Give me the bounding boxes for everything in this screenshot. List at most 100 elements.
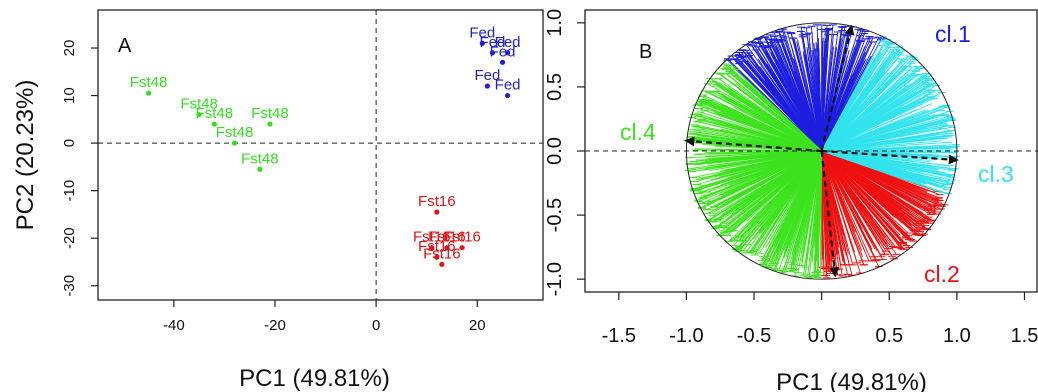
- panel-b-cluster-label-cl1: cl.1: [935, 21, 971, 47]
- panel-b-variable-ray: [711, 139, 822, 152]
- panel-b-variable-ray: [821, 150, 912, 221]
- panel-b-variable-ray: [821, 115, 950, 152]
- panel-b-variable-ray: [712, 150, 822, 176]
- panel-b-variable-ray: [693, 150, 822, 191]
- panel-b-variable-ray: [702, 150, 822, 199]
- panel-b-variable-ray: [821, 59, 915, 152]
- panel-a-point-fed: [505, 92, 511, 99]
- panel-a-point-label-fst16: Fst16: [443, 229, 481, 246]
- panel-a-letter: A: [118, 35, 132, 57]
- panel-a-point-label-fed: Fed: [469, 24, 495, 41]
- panel-b-variable-ray: [821, 150, 909, 234]
- panel-a-x-axis-title: PC1 (49.81%): [239, 365, 390, 392]
- panel-b-variable-ray: [821, 66, 903, 152]
- panel-b-centroid-arrow-cl4: [684, 136, 822, 153]
- panel-b-variable-ray: [806, 150, 823, 264]
- panel-a-point-label-fed: Fed: [495, 34, 521, 51]
- panel-b-variable-ray: [821, 34, 846, 152]
- panel-a-point-fed: [489, 50, 496, 56]
- panel-b-variable-ray: [821, 150, 927, 202]
- panel-b-y-tick-label: 1.0: [544, 9, 566, 37]
- panel-b-centroid-arrow-cl2: [820, 150, 840, 278]
- panel-b-y-tick-label: -1.0: [544, 262, 566, 296]
- panel-a-point-fst16: [434, 254, 440, 260]
- panel-a-point-fst16: [444, 245, 450, 251]
- panel-a-point-fst16: [429, 245, 435, 251]
- panel-b-variable-ray: [723, 150, 822, 224]
- panel-b-cluster-label-cl4: cl.4: [620, 119, 656, 145]
- panel-a-point-label-fst48: Fst48: [241, 150, 279, 167]
- panel-a-y-tick-label: 20: [61, 40, 78, 57]
- panel-b-variable-ray: [758, 37, 823, 152]
- panel-b-variable-ray: [821, 26, 843, 152]
- panel-a-y-tick-label: 10: [61, 87, 78, 104]
- panel-a-point-label-fed: Fed: [480, 34, 506, 51]
- panel-b-variable-ray: [821, 150, 940, 172]
- panel-a-point-label-fst48: Fst48: [251, 105, 289, 122]
- panel-a-point-fed: [505, 50, 511, 56]
- panel-b-variable-ray: [821, 103, 932, 152]
- panel-b-variable-ray: [821, 134, 948, 152]
- panel-b-y-tick-label: 0.5: [544, 73, 566, 101]
- panel-b-variable-ray: [725, 73, 822, 152]
- panel-a-point-label-fst16: Fst16: [418, 238, 456, 255]
- panel-b-variable-ray: [821, 150, 899, 194]
- panel-b-variable-ray: [718, 150, 822, 222]
- panel-b-y-tick-label: 0.0: [544, 137, 566, 165]
- panel-b-variable-ray: [821, 147, 935, 152]
- panel-a-point-fst48: [257, 166, 263, 172]
- panel-b-variable-ray: [710, 150, 822, 203]
- panel-b-variable-ray: [713, 81, 822, 152]
- panel-b-x-tick-label: -1.5: [602, 325, 636, 347]
- panel-b-variable-ray: [727, 65, 822, 152]
- panel-b-variable-ray: [821, 58, 867, 152]
- panel-b-variable-ray: [821, 150, 881, 243]
- panel-b-variable-ray: [821, 150, 890, 249]
- panel-b-variable-ray: [821, 150, 846, 265]
- panel-b-variable-ray: [821, 109, 941, 152]
- panel-a-point-label-fst48: Fst48: [196, 105, 234, 122]
- panel-b-variable-ray: [821, 98, 927, 152]
- panel-a-point-fst48: [211, 121, 217, 127]
- panel-b-variable-ray: [821, 109, 926, 152]
- panel-b-variable-ray: [821, 40, 826, 152]
- panel-b-variable-ray: [821, 50, 904, 152]
- panel-b-cluster-cl2-rays: [817, 150, 949, 279]
- panel-a-y-tick-label: -20: [61, 227, 78, 249]
- panel-b-variable-ray: [747, 99, 822, 152]
- panel-b-variable-ray: [821, 150, 854, 248]
- panel-b-variable-ray: [821, 51, 891, 152]
- panel-b-variable-ray: [752, 150, 823, 252]
- panel-a-point-label-fst16: Fst16: [428, 229, 466, 246]
- panel-b-variable-ray: [791, 150, 823, 256]
- panel-b-variable-ray: [704, 109, 822, 152]
- panel-a-x-tick-label: -20: [264, 317, 286, 334]
- panel-a-point-label-fst48: Fst48: [130, 74, 168, 91]
- panel-b-variable-ray: [754, 150, 823, 256]
- panel-a-point-fst48: [145, 90, 152, 96]
- panel-b-variable-ray: [821, 150, 923, 221]
- panel-b-variable-ray: [821, 75, 923, 152]
- panel-b-variable-ray: [810, 150, 823, 262]
- panel-b-variable-ray: [745, 150, 822, 222]
- panel-b-variable-ray: [821, 64, 852, 152]
- panel-b-variable-ray: [719, 144, 822, 152]
- panel-b-variable-ray: [725, 150, 822, 211]
- panel-b-x-tick-label: 0.0: [808, 325, 836, 347]
- panel-b-variable-ray: [821, 100, 916, 152]
- panel-b-variable-ray: [746, 52, 823, 152]
- panel-b-variable-ray: [769, 42, 823, 152]
- panel-a-point-fst48: [196, 111, 202, 118]
- panel-a-point-label-fst48: Fst48: [216, 124, 254, 141]
- panel-b-variable-ray: [698, 103, 822, 152]
- panel-b-variable-ray: [706, 150, 822, 167]
- panel-b-variable-ray: [796, 41, 823, 152]
- panel-b-variable-ray: [821, 125, 947, 152]
- panel-b-variable-ray: [821, 150, 936, 169]
- panel-b-variable-ray: [821, 150, 863, 230]
- panel-b-variable-ray: [783, 150, 823, 249]
- panel-b-variable-ray: [763, 150, 823, 247]
- panel-b-variable-ray: [781, 43, 823, 152]
- panel-a-frame: [97, 9, 544, 301]
- panel-b-variable-ray: [745, 70, 822, 152]
